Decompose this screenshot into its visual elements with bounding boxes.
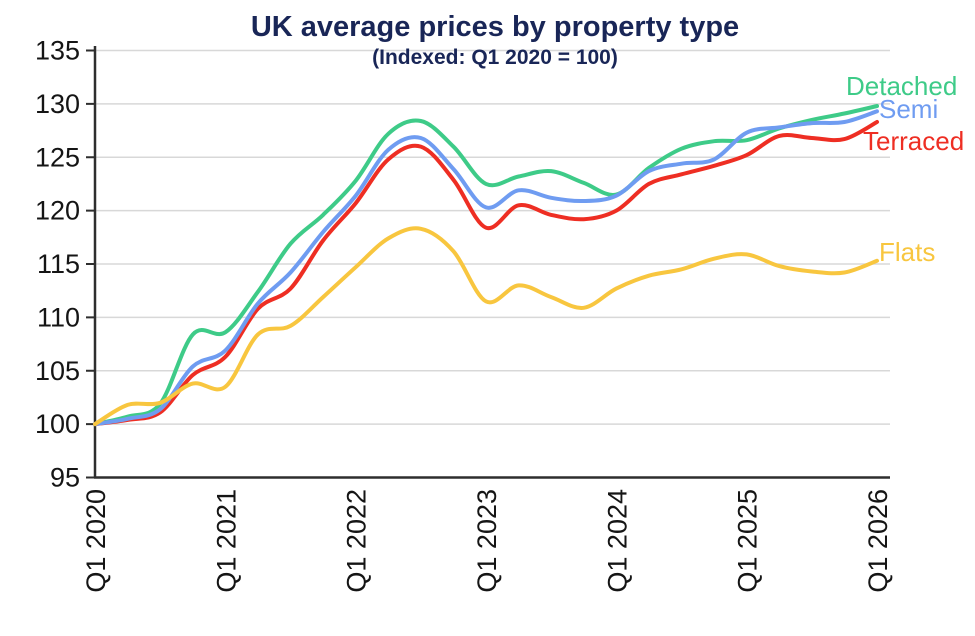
series-line-detached bbox=[93, 104, 879, 427]
x-axis-tick-labels: Q1 2020 Q1 2021 Q1 2022 Q1 2023 Q1 2024 Q1 20… bbox=[81, 489, 893, 593]
y-axis-tick-labels: 95 100 105 110 115 120 125 130 135 bbox=[35, 36, 80, 493]
x-tick-label-q1-2026: Q1 2026 bbox=[863, 489, 893, 593]
x-tick-label-q1-2021: Q1 2021 bbox=[211, 489, 241, 593]
series-label-detached: Detached bbox=[846, 71, 957, 101]
series-lines bbox=[93, 104, 879, 427]
x-tick-label-q1-2023: Q1 2023 bbox=[472, 489, 502, 593]
y-tick-label-95: 95 bbox=[50, 463, 80, 493]
x-tick-label-q1-2020: Q1 2020 bbox=[81, 489, 111, 593]
chart-subtitle: (Indexed: Q1 2020 = 100) bbox=[372, 46, 618, 69]
y-tick-label-110: 110 bbox=[37, 302, 80, 332]
y-tick-label-100: 100 bbox=[35, 409, 80, 439]
y-tick-label-105: 105 bbox=[35, 356, 80, 386]
series-label-terraced: Terraced bbox=[863, 126, 964, 156]
gridlines bbox=[95, 49, 890, 425]
axes bbox=[86, 46, 890, 479]
series-line-semi bbox=[93, 109, 879, 427]
series-line-terraced bbox=[93, 120, 879, 427]
series-label-semi: Semi bbox=[879, 94, 938, 124]
y-tick-label-115: 115 bbox=[37, 249, 80, 279]
y-tick-label-135: 135 bbox=[35, 36, 80, 66]
y-tick-label-130: 130 bbox=[35, 89, 80, 119]
x-tick-label-q1-2024: Q1 2024 bbox=[602, 489, 632, 593]
series-label-flats: Flats bbox=[879, 237, 935, 267]
chart-title: UK average prices by property type bbox=[251, 11, 739, 43]
x-tick-label-q1-2025: Q1 2025 bbox=[733, 489, 763, 593]
y-tick-label-120: 120 bbox=[35, 196, 80, 226]
y-tick-label-125: 125 bbox=[35, 142, 80, 172]
series-line-flats bbox=[93, 226, 879, 427]
x-tick-label-q1-2022: Q1 2022 bbox=[342, 489, 372, 593]
